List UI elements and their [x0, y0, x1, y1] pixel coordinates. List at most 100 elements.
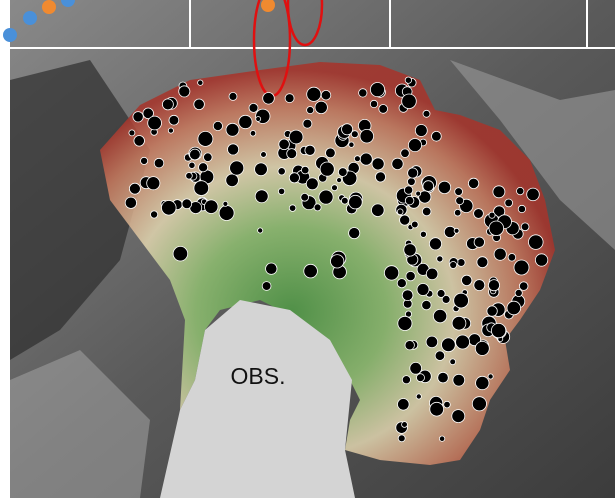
dot: [359, 89, 367, 97]
dot: [515, 289, 522, 296]
dot: [474, 237, 484, 247]
dot: [438, 372, 449, 383]
dot: [422, 300, 431, 309]
dot: [307, 107, 314, 114]
dot: [405, 196, 414, 205]
dot: [519, 282, 528, 291]
dot: [306, 178, 318, 190]
dot: [349, 195, 363, 209]
dot: [263, 93, 275, 105]
dot: [307, 87, 321, 101]
dot: [289, 205, 296, 212]
dot: [255, 163, 268, 176]
dot: [162, 99, 173, 110]
dot: [452, 316, 466, 330]
dot: [410, 362, 422, 374]
dot: [408, 178, 416, 186]
dot: [423, 110, 430, 117]
dot: [289, 130, 303, 144]
dot: [468, 178, 478, 188]
dot: [454, 228, 459, 233]
dot: [507, 301, 521, 315]
dot: [493, 186, 505, 198]
dot: [521, 223, 529, 231]
dot: [326, 148, 336, 158]
dot: [219, 206, 234, 221]
dot: [401, 149, 410, 158]
dot: [402, 94, 417, 109]
dot: [199, 163, 208, 172]
dot: [529, 235, 544, 250]
dot: [261, 152, 267, 158]
dot: [406, 271, 415, 280]
dot: [349, 142, 354, 147]
dot: [408, 168, 418, 178]
dot: [514, 260, 529, 275]
dot: [372, 158, 384, 170]
dot: [331, 255, 344, 268]
dot: [320, 162, 334, 176]
dot: [475, 341, 489, 355]
dot: [189, 162, 195, 168]
dot: [420, 231, 426, 237]
dot: [278, 168, 285, 175]
dot: [168, 128, 173, 133]
dot: [402, 290, 413, 301]
dot: [397, 279, 406, 288]
dot: [223, 201, 228, 206]
dot: [173, 246, 188, 261]
dot: [429, 238, 441, 250]
dot: [437, 290, 445, 298]
dot: [404, 186, 412, 194]
dot: [301, 193, 309, 201]
dot: [256, 117, 261, 122]
dot: [204, 153, 213, 162]
dot: [517, 187, 524, 194]
dot: [278, 188, 284, 194]
dot: [360, 129, 374, 143]
dot: [416, 191, 421, 196]
dot: [319, 190, 333, 204]
dot: [129, 183, 140, 194]
dot: [255, 190, 268, 203]
dot: [169, 115, 179, 125]
dot: [488, 280, 499, 291]
dot: [462, 275, 472, 285]
dot: [450, 359, 456, 365]
dot: [397, 209, 403, 215]
dot: [289, 173, 299, 183]
dot: [400, 215, 410, 225]
point: [23, 11, 37, 25]
dot: [125, 197, 136, 208]
dot: [535, 254, 547, 266]
dot: [453, 374, 465, 386]
dot: [301, 166, 309, 174]
dot: [489, 221, 504, 236]
dot: [398, 435, 405, 442]
dot: [405, 341, 414, 350]
dot: [141, 157, 148, 164]
dot: [354, 156, 360, 162]
dot: [304, 264, 318, 278]
dot: [415, 125, 427, 137]
dot: [491, 323, 505, 337]
dot: [417, 284, 429, 296]
dot: [182, 199, 192, 209]
dot: [249, 103, 258, 112]
dot: [133, 112, 143, 122]
dot: [342, 124, 353, 135]
dot: [456, 335, 470, 349]
dot: [488, 374, 493, 379]
dot: [315, 101, 327, 113]
dot: [454, 209, 461, 216]
dot: [408, 139, 421, 152]
dot: [372, 204, 385, 217]
dot: [379, 105, 388, 114]
dot: [279, 139, 290, 150]
dot: [239, 115, 252, 128]
dot: [423, 181, 434, 192]
page: OBS. (() => { const data = JSON.parse(do…: [0, 0, 615, 498]
dot: [435, 351, 445, 361]
dot: [250, 131, 256, 137]
dot: [518, 205, 525, 212]
